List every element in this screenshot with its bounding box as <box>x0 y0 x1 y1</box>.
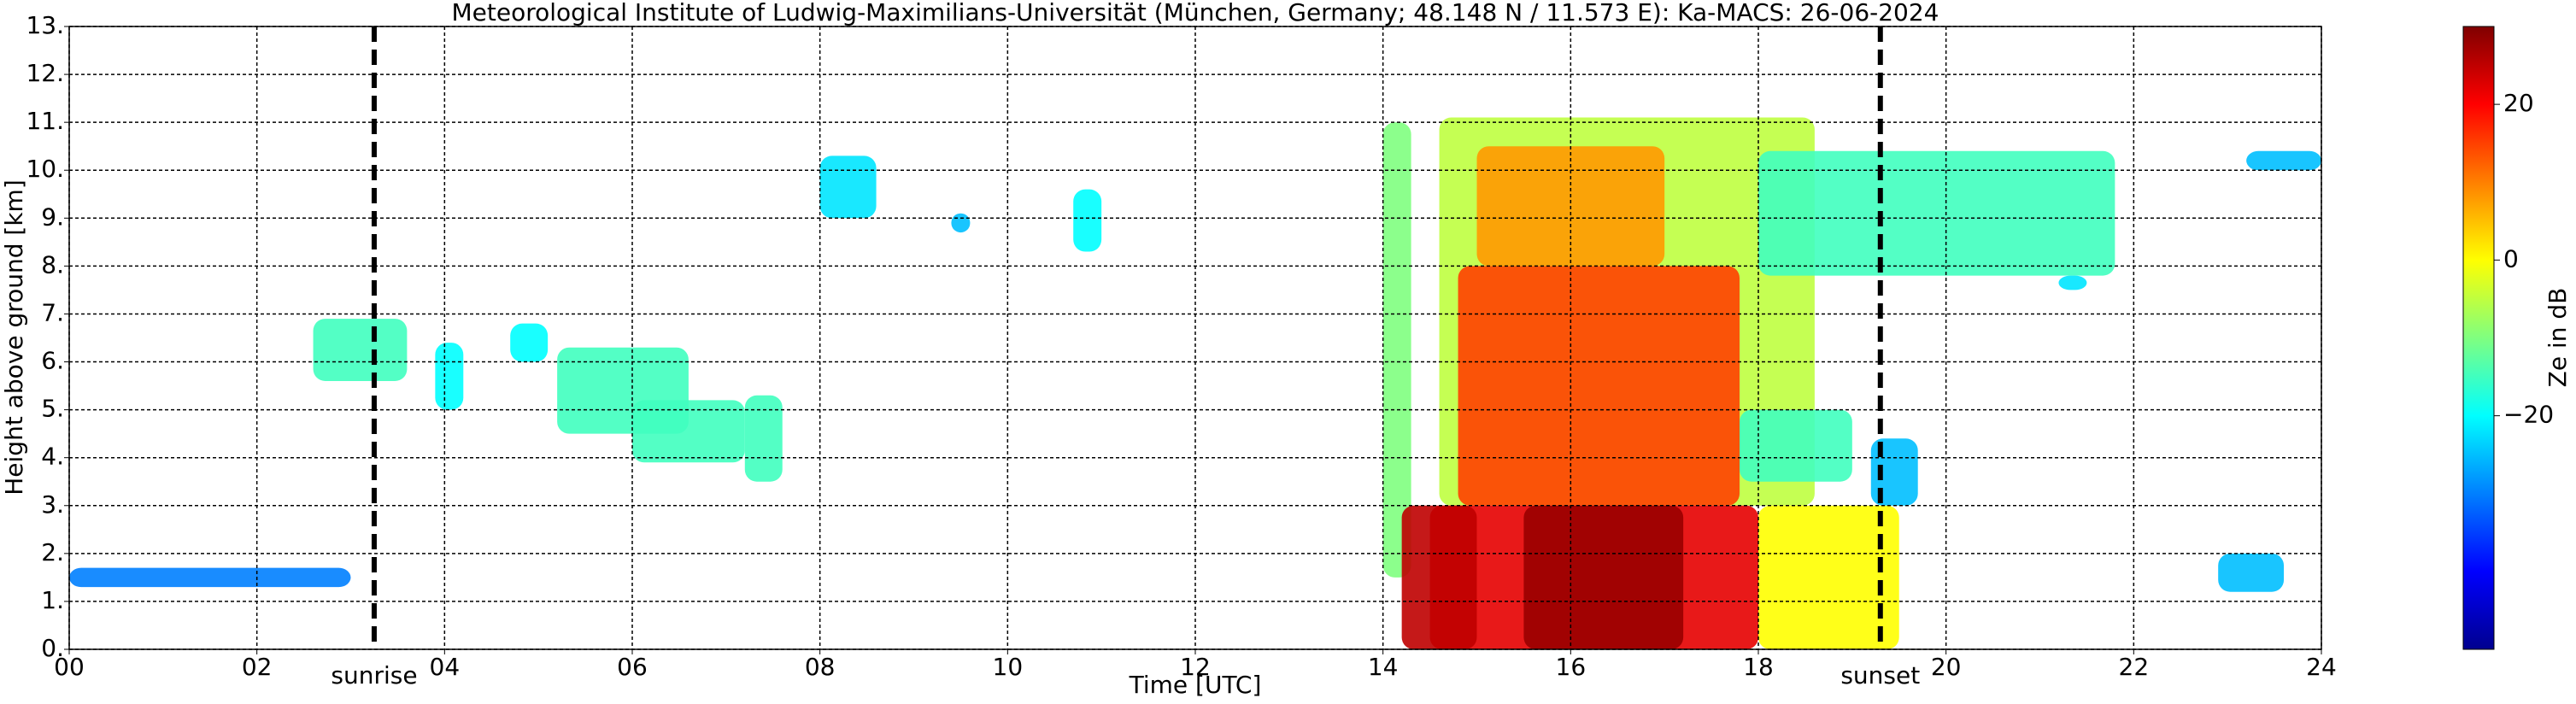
x-tick-label: 18 <box>1743 653 1774 681</box>
x-tick-label: 04 <box>430 653 461 681</box>
echo <box>1401 505 1477 649</box>
echo <box>313 319 408 381</box>
colorbar-tick-label: 0 <box>2503 244 2519 273</box>
colorbar-tick-label: 20 <box>2503 89 2534 117</box>
y-tick-label: 8. <box>41 250 64 279</box>
x-tick-label: 12 <box>1180 653 1211 681</box>
echo <box>1458 266 1740 506</box>
echo <box>632 400 745 463</box>
echo <box>435 343 464 410</box>
echo <box>1758 505 1899 649</box>
colorbar-label: Ze in dB <box>2544 288 2572 388</box>
x-tick-label: 08 <box>805 653 836 681</box>
y-tick-label: 4. <box>41 443 64 471</box>
y-tick-label: 7. <box>41 298 64 326</box>
echo <box>1758 150 2115 276</box>
echo <box>1382 122 1411 578</box>
echo <box>951 213 971 233</box>
annotation: sunrise <box>331 661 417 689</box>
echo <box>2246 150 2321 171</box>
x-tick-label: 06 <box>617 653 648 681</box>
x-tick-label: 00 <box>54 653 85 681</box>
y-tick-label: 10. <box>26 155 64 183</box>
chart-title: Meteorological Institute of Ludwig-Maxim… <box>451 0 1939 26</box>
echo <box>2058 275 2087 290</box>
echo <box>1523 505 1684 649</box>
echo <box>2218 553 2285 592</box>
x-tick-label: 22 <box>2119 653 2150 681</box>
echo <box>1073 189 1102 252</box>
x-tick-label: 10 <box>993 653 1024 681</box>
y-tick-label: 11. <box>26 107 64 135</box>
x-tick-label: 02 <box>242 653 273 681</box>
echo <box>819 155 877 219</box>
y-tick-label: 2. <box>41 538 64 566</box>
echo <box>1740 409 1852 482</box>
y-tick-label: 13. <box>26 11 64 39</box>
y-tick-label: 3. <box>41 490 64 519</box>
y-tick-label: 5. <box>41 395 64 423</box>
echo <box>69 567 351 588</box>
echo <box>510 323 549 362</box>
x-tick-label: 24 <box>2306 653 2337 681</box>
x-tick-label: 20 <box>1931 653 1962 681</box>
y-tick-label: 9. <box>41 202 64 231</box>
colorbar <box>2462 26 2495 650</box>
y-axis-label: Height above ground [km] <box>0 179 28 496</box>
y-tick-label: 1. <box>41 586 64 614</box>
annotation: sunset <box>1840 661 1920 689</box>
x-tick-label: 14 <box>1368 653 1399 681</box>
y-tick-label: 0. <box>41 634 64 662</box>
colorbar-tick-label: −20 <box>2503 401 2554 429</box>
x-axis-label: Time [UTC] <box>1129 671 1262 699</box>
y-tick-label: 6. <box>41 347 64 375</box>
echo <box>744 395 783 482</box>
y-tick-label: 12. <box>26 59 64 87</box>
x-tick-label: 16 <box>1556 653 1587 681</box>
